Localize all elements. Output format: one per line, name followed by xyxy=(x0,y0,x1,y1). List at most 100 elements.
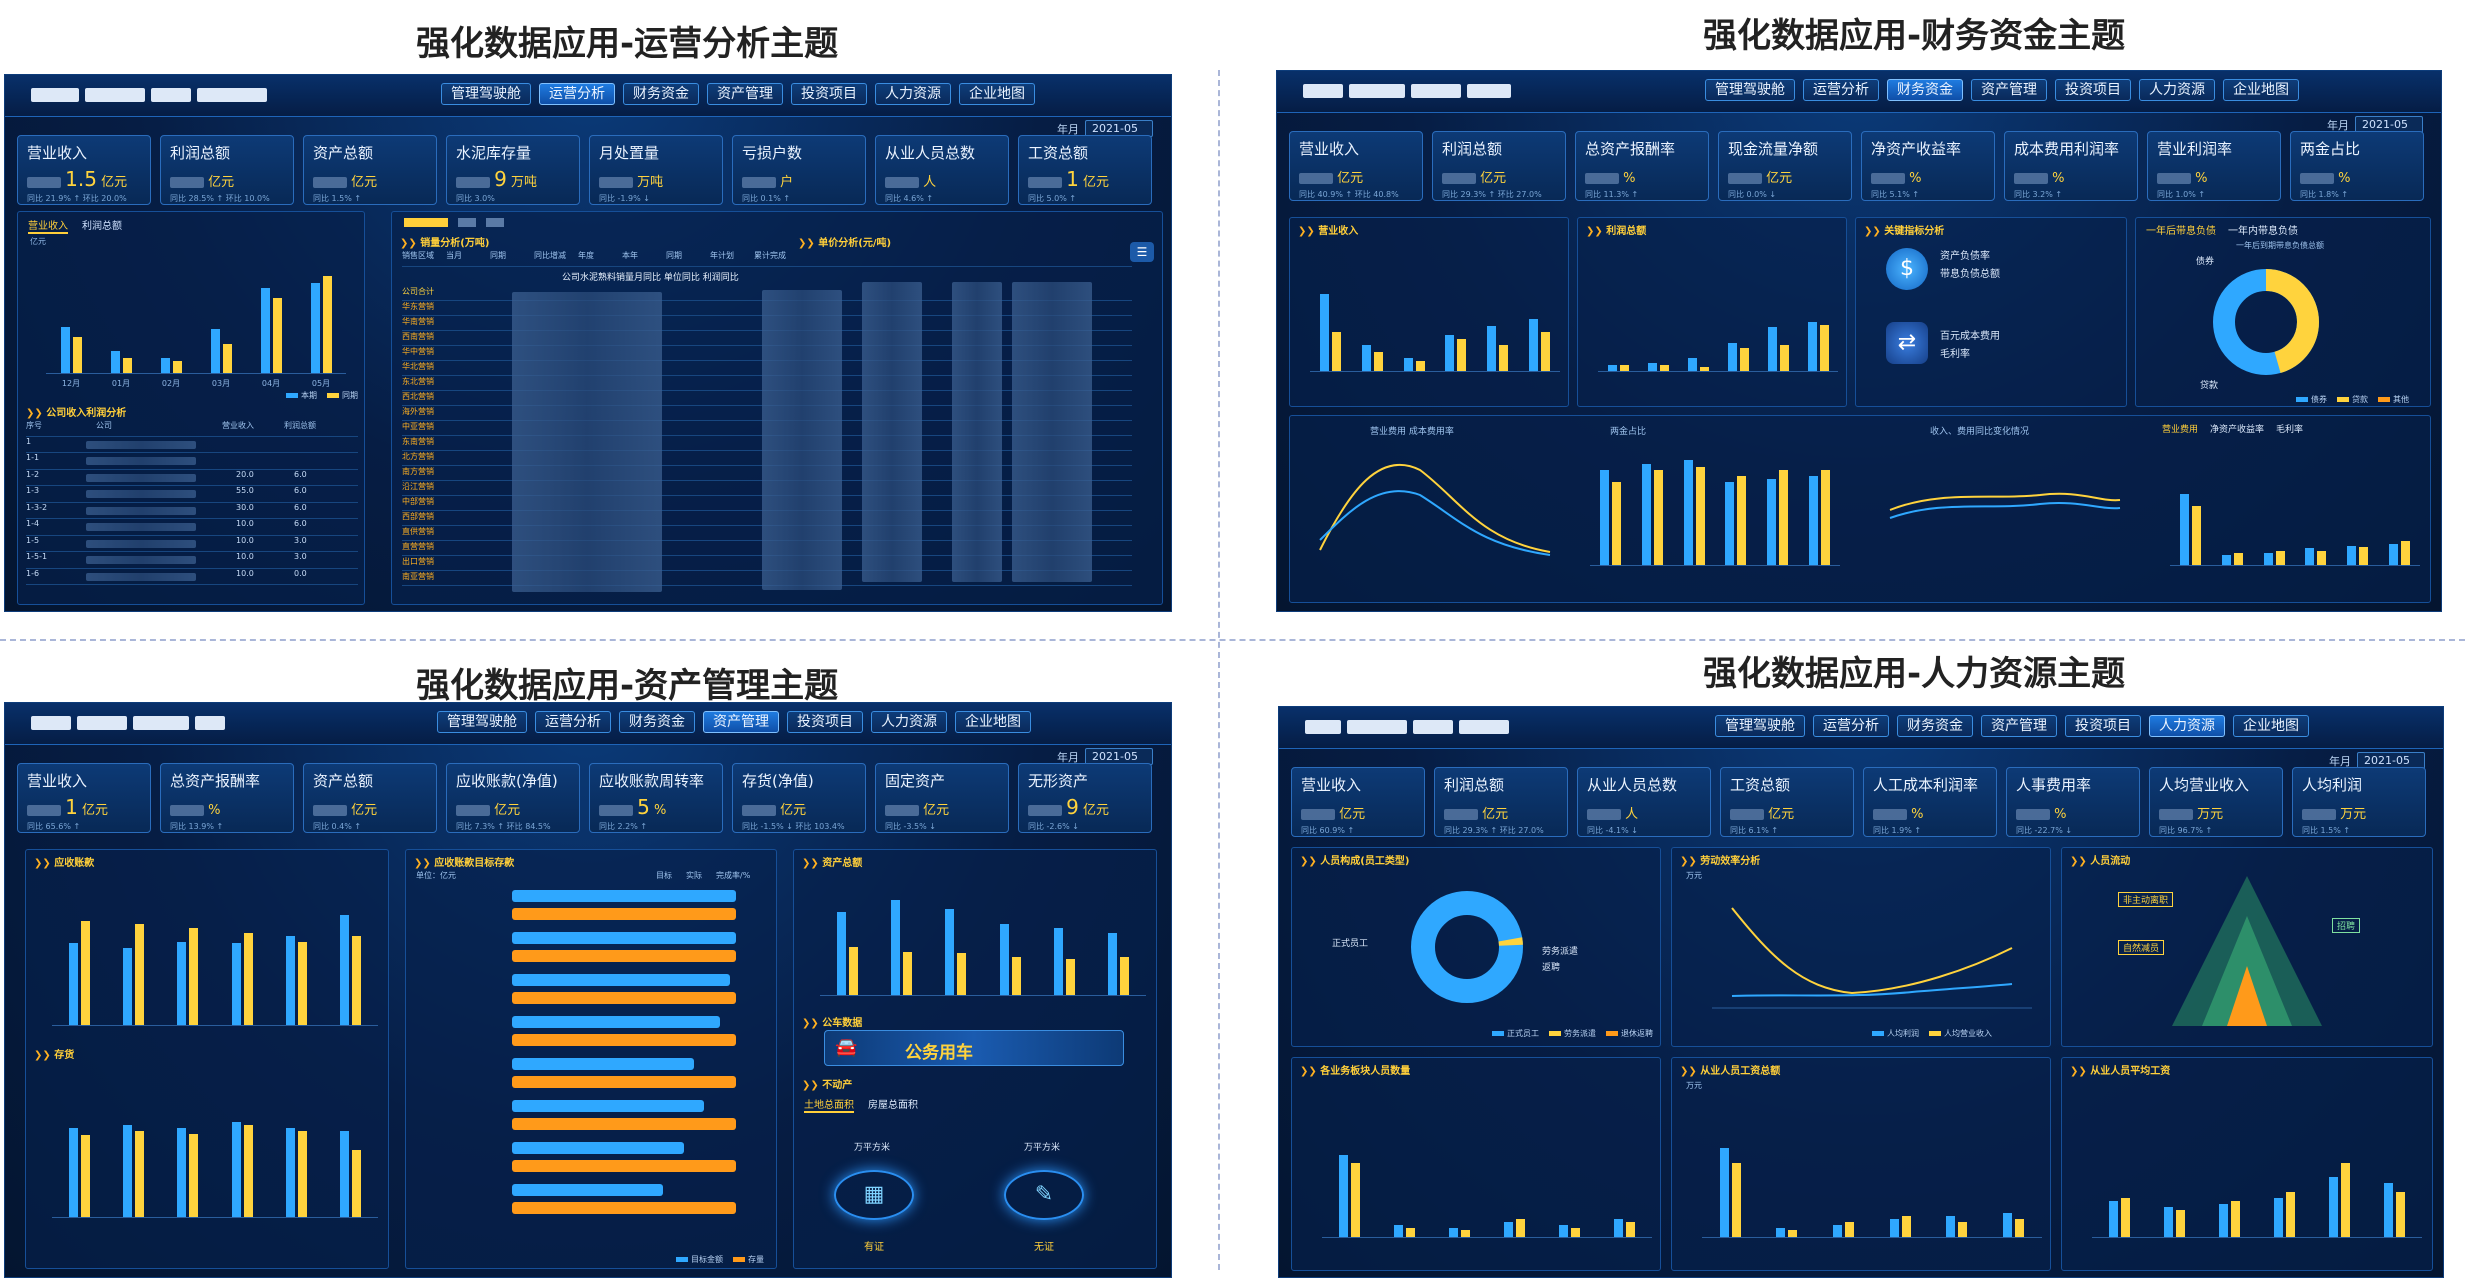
kpi-card[interactable]: 水泥库存量 9 万吨 同比 3.0% xyxy=(446,135,580,205)
kpi-card[interactable]: 营业收入 亿元 同比 60.9% ↑ xyxy=(1291,767,1425,837)
kpi-card[interactable]: 营业利润率 % 同比 1.0% ↑ xyxy=(2147,131,2281,201)
table-row[interactable]: 1-3-2 30.0 6.0 xyxy=(26,503,358,519)
kpi-card[interactable]: 月处置量 万吨 同比 -1.9% ↓ xyxy=(589,135,723,205)
table-row[interactable]: 1-1 xyxy=(26,453,358,470)
kpi-card[interactable]: 工资总额 1 亿元 同比 5.0% ↑ xyxy=(1018,135,1152,205)
nav-invest[interactable]: 投资项目 xyxy=(2065,715,2141,737)
nav-finance[interactable]: 财务资金 xyxy=(619,711,695,733)
nav-invest[interactable]: 投资项目 xyxy=(2055,79,2131,101)
nav-cockpit[interactable]: 管理驾驶舱 xyxy=(441,83,531,105)
nav-hr[interactable]: 人力资源 xyxy=(2149,715,2225,737)
kpi-card[interactable]: 资产总额 亿元 同比 0.4% ↑ xyxy=(303,763,437,833)
kpi-card[interactable]: 利润总额 亿元 同比 29.3% ↑ 环比 27.0% xyxy=(1432,131,1566,201)
kpi-sub: 同比 1.0% ↑ xyxy=(2157,190,2206,199)
nav-invest[interactable]: 投资项目 xyxy=(787,711,863,733)
bar-group xyxy=(999,923,1021,995)
nav-cockpit[interactable]: 管理驾驶舱 xyxy=(1705,79,1795,101)
nav-asset[interactable]: 资产管理 xyxy=(1971,79,2047,101)
date-select[interactable]: 2021-05 xyxy=(2357,752,2425,769)
table-row[interactable]: 1-4 10.0 6.0 xyxy=(26,519,358,536)
table-row[interactable]: 1-2 20.0 6.0 xyxy=(26,470,358,486)
tab-debt-after[interactable]: 一年后带息负债 xyxy=(2146,226,2216,237)
bar-previous xyxy=(1373,351,1383,371)
table-row[interactable]: 1-5-1 10.0 3.0 xyxy=(26,552,358,569)
kpi-card[interactable]: 利润总额 亿元 同比 28.5% ↑ 环比 10.0% xyxy=(160,135,294,205)
kpi-card[interactable]: 总资产报酬率 % 同比 11.3% ↑ xyxy=(1575,131,1709,201)
kpi-card[interactable]: 应收账款周转率 5 % 同比 2.2% ↑ xyxy=(589,763,723,833)
bar-current xyxy=(1108,933,1118,995)
nav-asset[interactable]: 资产管理 xyxy=(707,83,783,105)
kpi-card[interactable]: 资产总额 亿元 同比 1.5% ↑ xyxy=(303,135,437,205)
nav-hr[interactable]: 人力资源 xyxy=(875,83,951,105)
nav-hr[interactable]: 人力资源 xyxy=(871,711,947,733)
kpi-card[interactable]: 总资产报酬率 % 同比 13.9% ↑ xyxy=(160,763,294,833)
nav-asset[interactable]: 资产管理 xyxy=(703,711,779,733)
nav-ops[interactable]: 运营分析 xyxy=(535,711,611,733)
kpi-card[interactable]: 成本费用利润率 % 同比 3.2% ↑ xyxy=(2004,131,2138,201)
nav-cockpit[interactable]: 管理驾驶舱 xyxy=(1715,715,1805,737)
kpi-card[interactable]: 固定资产 亿元 同比 -3.5% ↓ xyxy=(875,763,1009,833)
bar-group xyxy=(2305,548,2327,565)
kpi-card[interactable]: 净资产收益率 % 同比 5.1% ↑ xyxy=(1861,131,1995,201)
tab-op-expense[interactable]: 营业费用 xyxy=(2162,425,2199,435)
tab-debt-within[interactable]: 一年内带息负债 xyxy=(2228,226,2298,237)
tab-building[interactable]: 房屋总面积 xyxy=(868,1100,918,1111)
nav-finance[interactable]: 财务资金 xyxy=(1887,79,1963,101)
nav-finance[interactable]: 财务资金 xyxy=(623,83,699,105)
kpi-card[interactable]: 从业人员总数 人同比 4.6% ↑ xyxy=(875,135,1009,205)
kpi-card[interactable]: 从业人员总数 人同比 -4.1% ↓ xyxy=(1577,767,1711,837)
bar-current xyxy=(285,935,295,1025)
tab-profit[interactable]: 利润总额 xyxy=(82,221,122,232)
nav-ops[interactable]: 运营分析 xyxy=(1813,715,1889,737)
nav-map[interactable]: 企业地图 xyxy=(2233,715,2309,737)
nav-finance[interactable]: 财务资金 xyxy=(1897,715,1973,737)
bar-current xyxy=(1339,1155,1348,1237)
kpi-card[interactable]: 存货(净值) 亿元 同比 -1.5% ↓ 环比 103.4% xyxy=(732,763,866,833)
kpi-value: 万吨 xyxy=(599,167,713,191)
kpi-sub: 同比 0.1% ↑ xyxy=(742,194,791,203)
kpi-card[interactable]: 两金占比 % 同比 1.8% ↑ xyxy=(2290,131,2424,201)
bar-current xyxy=(122,1124,132,1217)
kpi-card[interactable]: 营业收入 亿元 同比 40.9% ↑ 环比 40.8% xyxy=(1289,131,1423,201)
tab-income[interactable]: 营业收入 xyxy=(28,217,68,234)
nav-hr[interactable]: 人力资源 xyxy=(2139,79,2215,101)
table-row[interactable]: 1-6 10.0 0.0 xyxy=(26,569,358,585)
bar-group xyxy=(177,1127,199,1217)
nav-map[interactable]: 企业地图 xyxy=(959,83,1035,105)
table-row[interactable]: 1 xyxy=(26,437,358,453)
kpi-card[interactable]: 亏损户数 户同比 0.1% ↑ xyxy=(732,135,866,205)
bar-previous xyxy=(222,343,232,373)
tab-roe[interactable]: 净资产收益率 xyxy=(2210,425,2265,435)
nav-map[interactable]: 企业地图 xyxy=(955,711,1031,733)
kpi-card[interactable]: 营业收入 1 亿元 同比 65.6% ↑ xyxy=(17,763,151,833)
bar-current xyxy=(2219,1204,2228,1237)
tab-volume[interactable]: 销量分析(万吨) xyxy=(400,234,489,249)
bar-group xyxy=(1449,1228,1470,1237)
tab-land[interactable]: 土地总面积 xyxy=(804,1096,854,1113)
bar-group xyxy=(2221,553,2243,565)
tab-gross-margin[interactable]: 毛利率 xyxy=(2276,425,2304,435)
nav-ops[interactable]: 运营分析 xyxy=(1803,79,1879,101)
bar-previous xyxy=(1653,469,1663,565)
kpi-card[interactable]: 人工成本利润率 % 同比 1.9% ↑ xyxy=(1863,767,1997,837)
table-row[interactable]: 1-3 55.0 6.0 xyxy=(26,486,358,503)
kpi-card[interactable]: 利润总额 亿元 同比 29.3% ↑ 环比 27.0% xyxy=(1434,767,1568,837)
asset-logo xyxy=(31,712,281,734)
kpi-card[interactable]: 无形资产 9 亿元 同比 -2.6% ↓ xyxy=(1018,763,1152,833)
nav-map[interactable]: 企业地图 xyxy=(2223,79,2299,101)
kpi-card[interactable]: 人均利润 万元 同比 1.5% ↑ xyxy=(2292,767,2426,837)
kpi-card[interactable]: 工资总额 亿元 同比 6.1% ↑ xyxy=(1720,767,1854,837)
nav-cockpit[interactable]: 管理驾驶舱 xyxy=(437,711,527,733)
menu-icon[interactable]: ☰ xyxy=(1130,242,1154,262)
nav-invest[interactable]: 投资项目 xyxy=(791,83,867,105)
kpi-card[interactable]: 人事费用率 % 同比 -22.7% ↓ xyxy=(2006,767,2140,837)
nav-asset[interactable]: 资产管理 xyxy=(1981,715,2057,737)
kpi-card[interactable]: 现金流量净额 亿元 同比 0.0% ↓ xyxy=(1718,131,1852,201)
table-row[interactable]: 1-5 10.0 3.0 xyxy=(26,536,358,552)
bar-previous xyxy=(1011,956,1021,995)
kpi-card[interactable]: 人均营业收入 万元 同比 96.7% ↑ xyxy=(2149,767,2283,837)
nav-ops[interactable]: 运营分析 xyxy=(539,83,615,105)
tab-price[interactable]: 单价分析(元/吨) xyxy=(798,234,891,249)
kpi-card[interactable]: 应收账款(净值) 亿元 同比 7.3% ↑ 环比 84.5% xyxy=(446,763,580,833)
kpi-card[interactable]: 营业收入 1.5 亿元 同比 21.9% ↑ 环比 20.0% xyxy=(17,135,151,205)
